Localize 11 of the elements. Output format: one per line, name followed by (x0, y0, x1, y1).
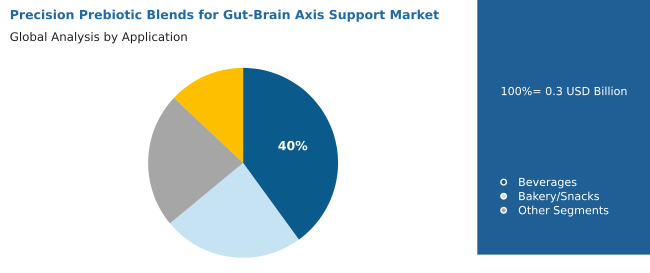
text: 100%= 0.3 USD Billion (502, 86, 627, 96)
chart-subtitle: Global Analysis by Application (10, 32, 187, 44)
chart-title: Precision Prebiotic Blends for Gut-Brain Axis Support Market (10, 10, 439, 22)
legend-label: Other Segments (518, 206, 608, 216)
pie-slice (243, 68, 338, 240)
pie-slice (170, 162, 299, 258)
legend-label: Beverages (519, 178, 576, 188)
pie-slice (148, 98, 244, 224)
legend-label: Bakery/Snacks (519, 192, 599, 202)
data-label: 40% (278, 140, 308, 150)
pie-slice (174, 68, 244, 163)
